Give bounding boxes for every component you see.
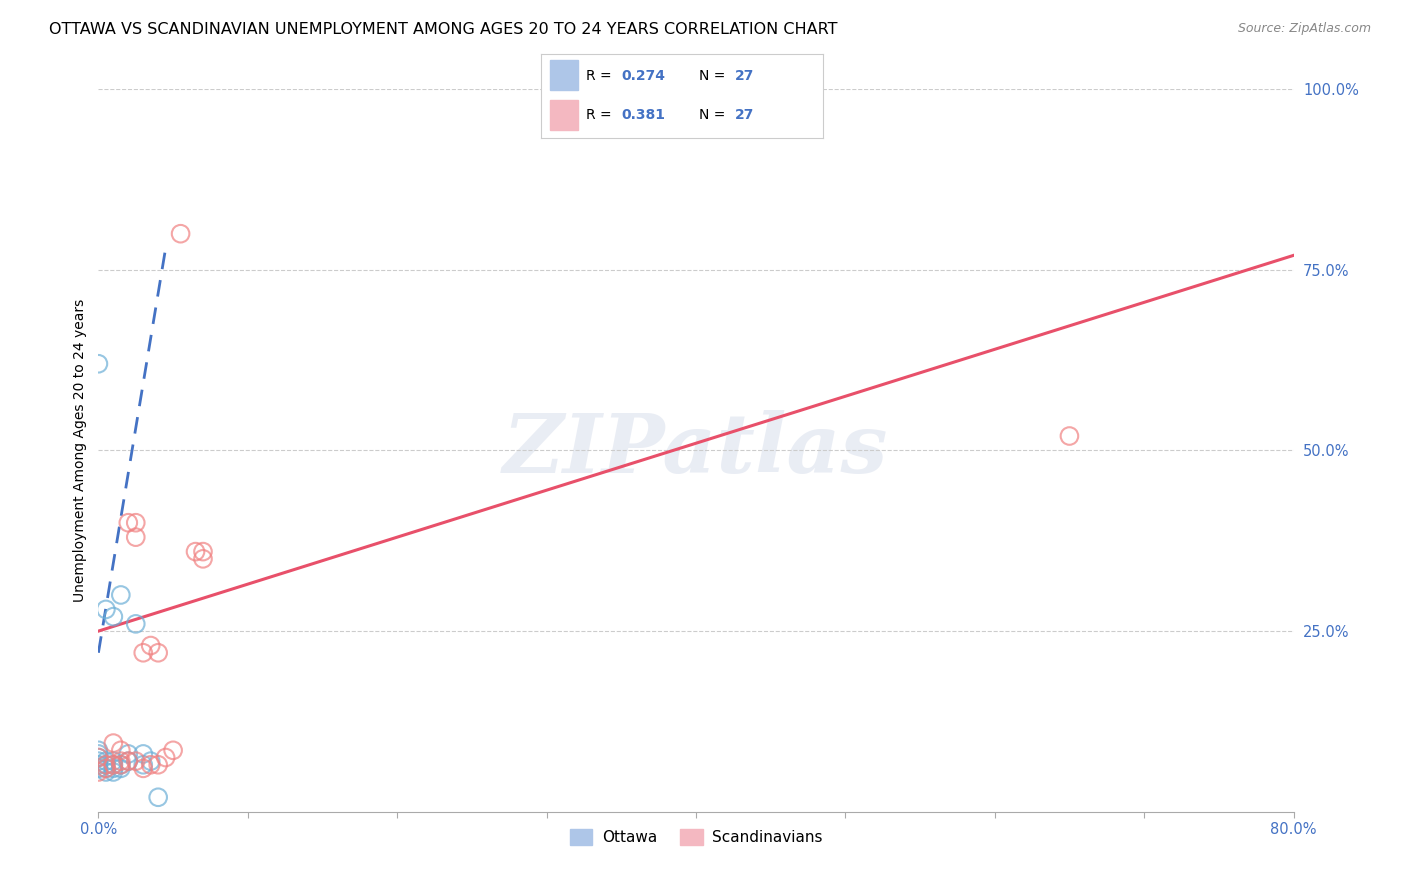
Text: OTTAWA VS SCANDINAVIAN UNEMPLOYMENT AMONG AGES 20 TO 24 YEARS CORRELATION CHART: OTTAWA VS SCANDINAVIAN UNEMPLOYMENT AMON… <box>49 22 838 37</box>
Point <box>103 754 125 768</box>
Point <box>191 544 214 558</box>
Point <box>139 639 162 653</box>
Text: N =: N = <box>699 69 730 83</box>
Point <box>125 530 148 544</box>
Point <box>110 757 132 772</box>
Text: N =: N = <box>699 109 730 122</box>
Y-axis label: Unemployment Among Ages 20 to 24 years: Unemployment Among Ages 20 to 24 years <box>73 299 87 602</box>
Point <box>87 747 110 761</box>
Point <box>94 757 117 772</box>
Point <box>103 609 125 624</box>
Legend: Ottawa, Scandinavians: Ottawa, Scandinavians <box>564 822 828 851</box>
Point <box>117 754 139 768</box>
Point <box>94 754 117 768</box>
Point <box>191 551 214 566</box>
Point <box>139 754 162 768</box>
Point <box>110 761 132 775</box>
Point <box>1059 429 1081 443</box>
Point <box>169 227 191 241</box>
Text: 0.381: 0.381 <box>621 109 665 122</box>
Text: 27: 27 <box>735 69 755 83</box>
Point <box>125 616 148 631</box>
Point <box>162 743 184 757</box>
Point <box>87 764 110 779</box>
Point <box>103 757 125 772</box>
Point <box>125 754 148 768</box>
Point <box>87 750 110 764</box>
Point <box>87 757 110 772</box>
Point <box>148 790 170 805</box>
Point <box>110 743 132 757</box>
Point <box>87 750 110 764</box>
Point <box>94 761 117 775</box>
Text: R =: R = <box>586 69 616 83</box>
Point <box>94 757 117 772</box>
Point <box>148 646 170 660</box>
Point <box>148 757 170 772</box>
Point <box>103 736 125 750</box>
Point <box>87 357 110 371</box>
Text: 27: 27 <box>735 109 755 122</box>
Point <box>184 544 207 558</box>
Point <box>117 516 139 530</box>
Point <box>103 764 125 779</box>
Point <box>132 757 155 772</box>
Point <box>132 646 155 660</box>
Point <box>117 754 139 768</box>
Text: Source: ZipAtlas.com: Source: ZipAtlas.com <box>1237 22 1371 36</box>
Text: 0.274: 0.274 <box>621 69 665 83</box>
Point <box>94 602 117 616</box>
Point <box>125 516 148 530</box>
Point <box>139 757 162 772</box>
Point <box>87 743 110 757</box>
Point <box>103 761 125 775</box>
Point <box>110 754 132 768</box>
Point <box>110 757 132 772</box>
Text: R =: R = <box>586 109 616 122</box>
Point <box>94 761 117 775</box>
Point <box>117 747 139 761</box>
FancyBboxPatch shape <box>550 61 578 90</box>
FancyBboxPatch shape <box>550 100 578 130</box>
Point <box>110 588 132 602</box>
Point <box>87 761 110 775</box>
Point <box>103 757 125 772</box>
Point <box>132 747 155 761</box>
Point <box>155 750 177 764</box>
Text: ZIPatlas: ZIPatlas <box>503 410 889 491</box>
Point <box>132 761 155 775</box>
Point <box>94 764 117 779</box>
Point <box>87 754 110 768</box>
